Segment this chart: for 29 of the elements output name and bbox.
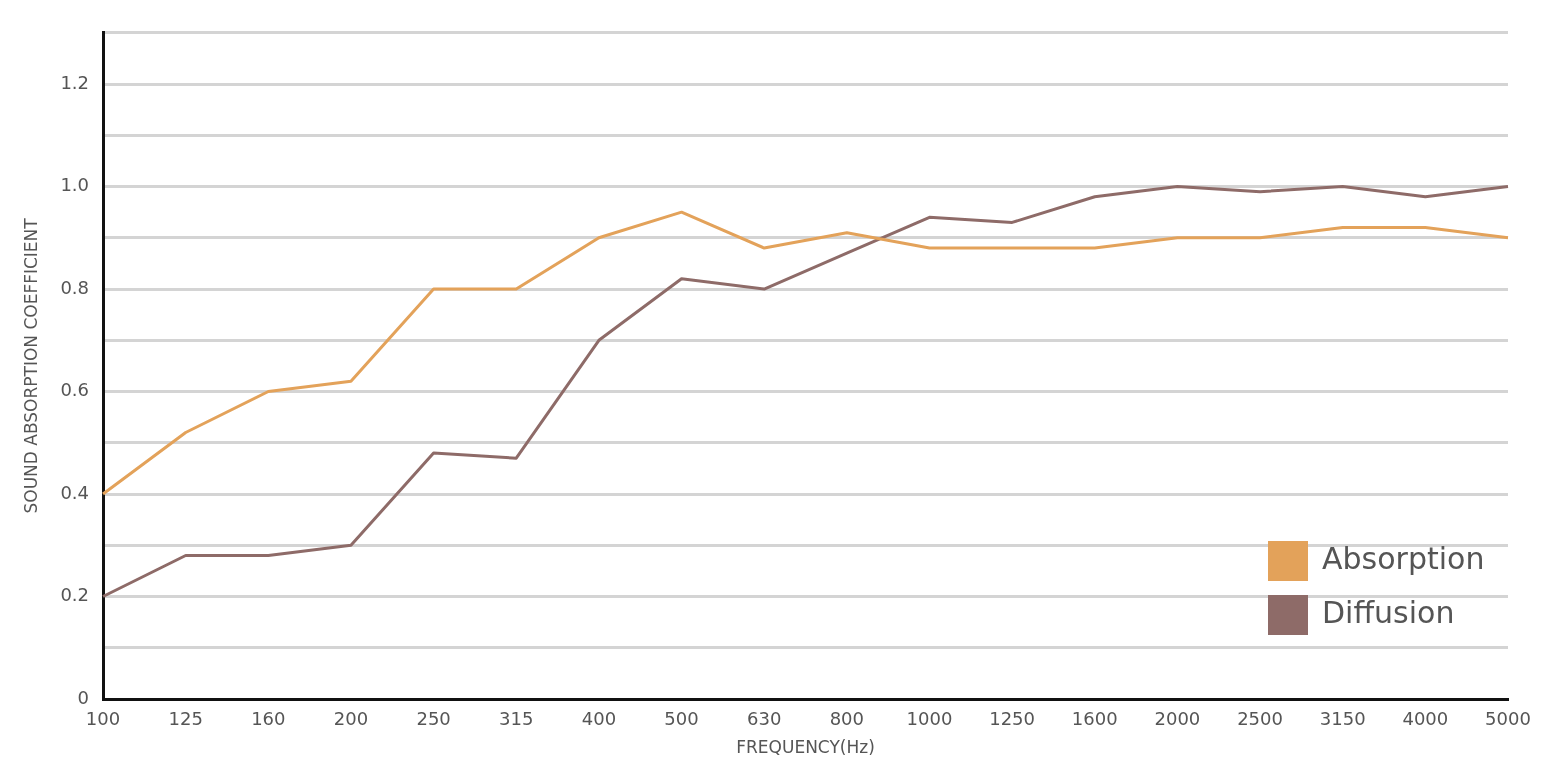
x-tick-label: 100 <box>85 708 121 730</box>
x-tick-label: 315 <box>499 708 534 730</box>
x-tick-label: 500 <box>664 708 699 730</box>
y-tick-label: 0.2 <box>60 584 90 606</box>
y-tick-label: 0.6 <box>60 379 90 401</box>
x-tick-label: 1000 <box>906 708 953 730</box>
x-tick-label: 1250 <box>989 708 1036 730</box>
x-tick-label: 1600 <box>1071 708 1118 730</box>
x-tick-label: 160 <box>251 708 286 730</box>
y-tick-label: 1.0 <box>60 174 90 196</box>
legend-label: Absorption <box>1322 540 1485 576</box>
x-tick-label: 630 <box>747 708 782 730</box>
x-tick-label: 200 <box>333 708 369 730</box>
x-tick-label: 3150 <box>1319 708 1366 730</box>
x-tick-label: 2000 <box>1154 708 1201 730</box>
x-tick-label: 125 <box>168 708 203 730</box>
x-tick-label: 2500 <box>1237 708 1283 730</box>
y-tick-label: 0.4 <box>60 481 90 503</box>
y-tick-label: 0 <box>77 686 90 708</box>
x-tick-label: 5000 <box>1485 708 1531 730</box>
x-tick-label: 800 <box>829 708 865 730</box>
y-tick-label: 1.2 <box>60 71 90 93</box>
x-tick-label: 4000 <box>1402 708 1449 730</box>
x-tick-label: 400 <box>581 708 617 730</box>
y-tick-label: 0.8 <box>60 276 90 298</box>
x-tick-label: 250 <box>416 708 451 730</box>
x-axis-title: FREQUENCY(Hz) <box>736 737 875 758</box>
legend-label: Diffusion <box>1322 594 1455 630</box>
y-axis-title: SOUND ABSORPTION COEFFICIENT <box>20 217 41 514</box>
